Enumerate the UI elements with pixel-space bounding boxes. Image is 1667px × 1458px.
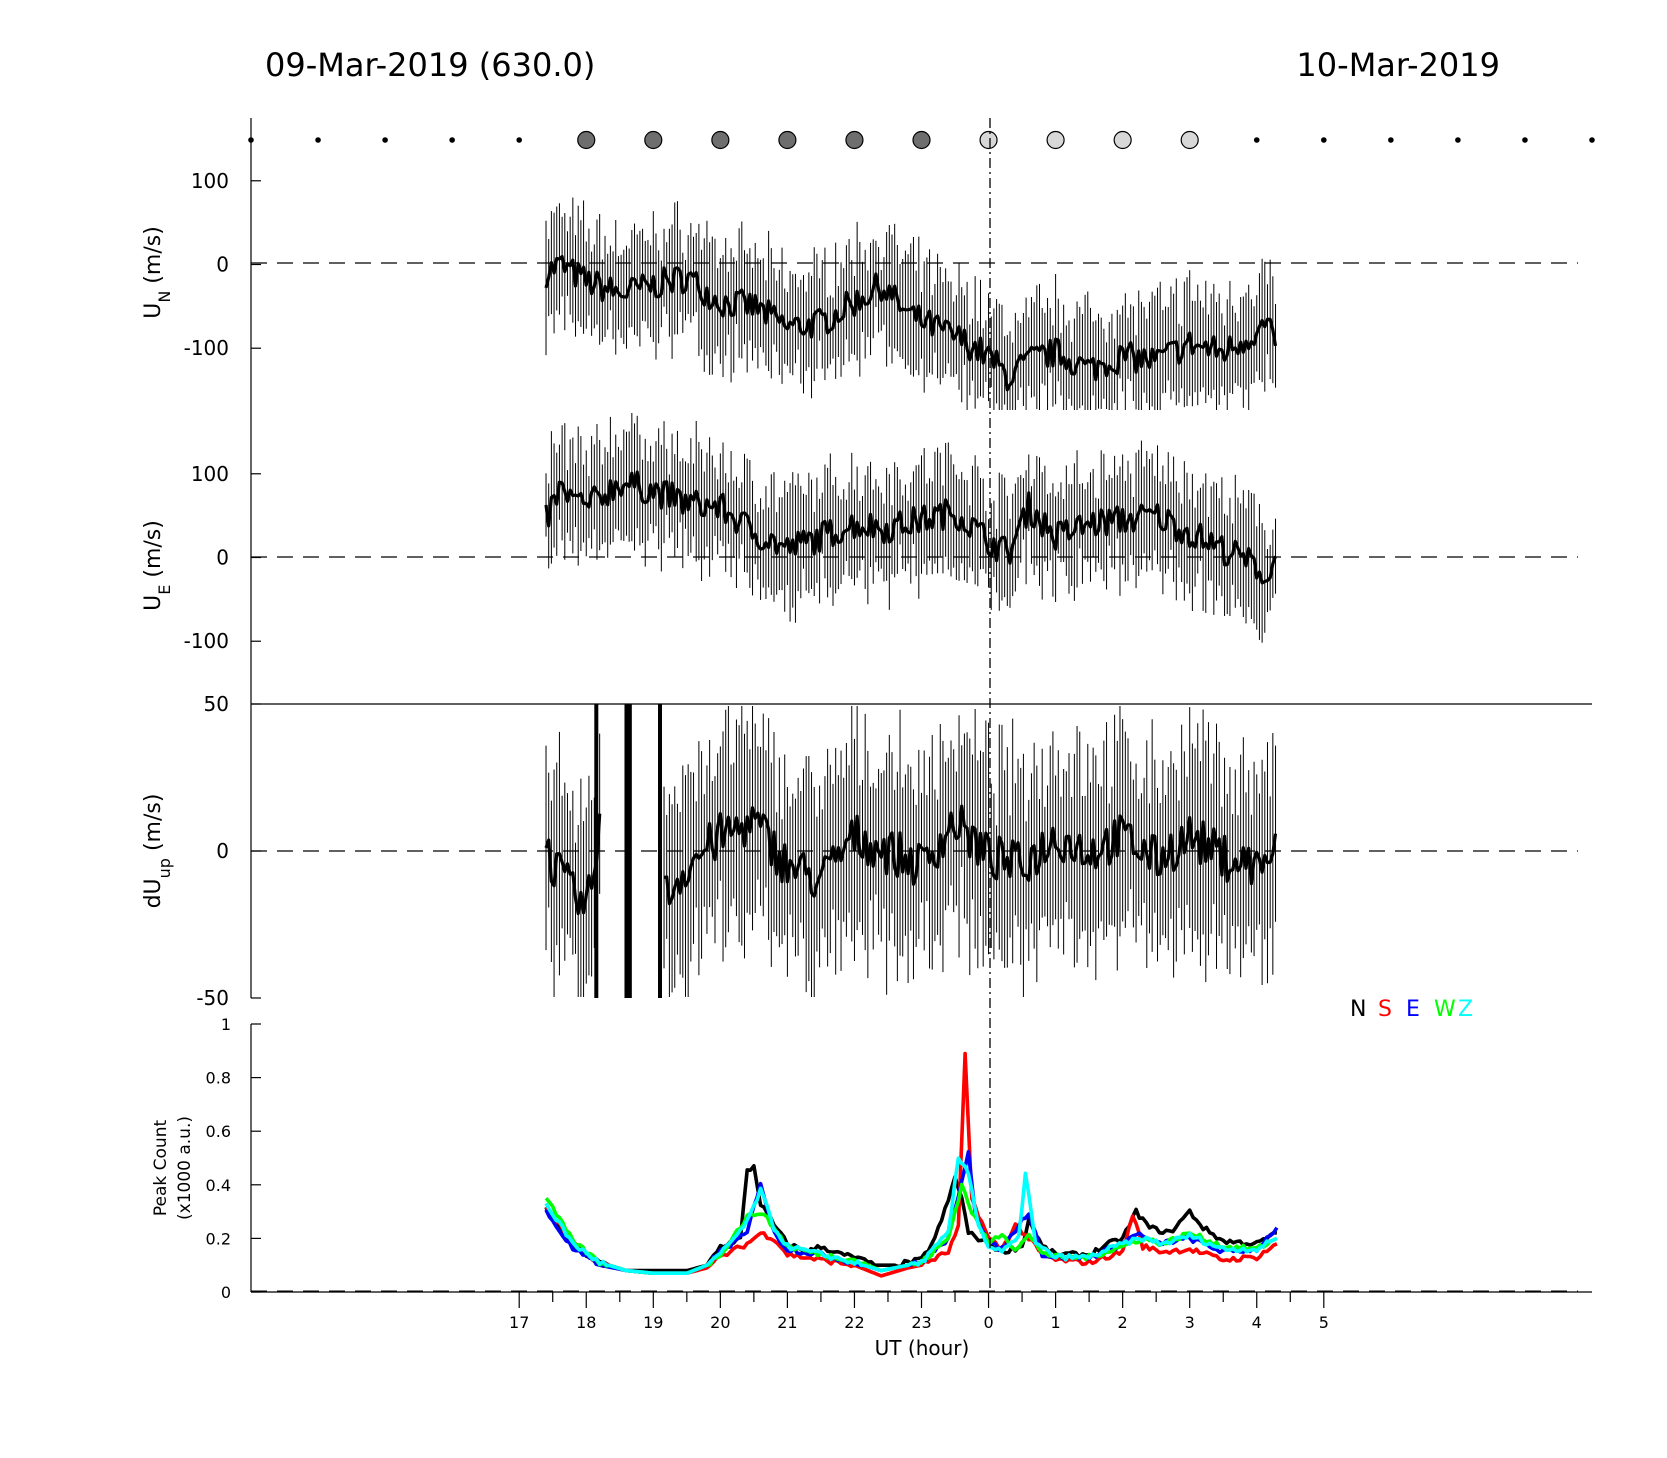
y-tick-label: 0.4: [206, 1176, 231, 1195]
error-bars: [545, 197, 1277, 410]
moon-marker-dot: [1253, 137, 1260, 143]
y-label-unit: (m/s): [141, 520, 166, 584]
y-tick-label: -100: [184, 336, 229, 360]
moon-marker-dot: [382, 137, 388, 143]
series-N: [544, 1164, 1278, 1273]
moon-marker-dot: [1522, 137, 1528, 143]
y-tick-label: 1: [221, 1015, 231, 1034]
y-tick-label: 0.8: [206, 1069, 231, 1088]
moon-marker-dot: [315, 137, 321, 143]
moon-marker-light: [1180, 130, 1199, 150]
moon-marker-light: [979, 130, 998, 150]
y-tick-label: 100: [191, 462, 229, 486]
panel-ue: 100 0 -100 UE (m/s): [141, 411, 1578, 704]
panel-peak-count: 1 0.8 0.6 0.4 0.2 0 Peak Count (x1000 a.u.) 17 18…: [151, 1015, 1592, 1332]
y-tick-label: 100: [191, 169, 229, 193]
y-label-main: U: [141, 303, 166, 319]
title-left: 09-Mar-2019 (630.0): [265, 46, 595, 84]
y-tick-label: -50: [196, 986, 229, 1010]
series-line: [544, 255, 1278, 392]
y-label-sub: N: [155, 291, 174, 303]
moon-marker-light: [1113, 130, 1132, 150]
title-right: 10-Mar-2019: [1296, 46, 1500, 84]
moon-phase-markers: [248, 130, 1595, 150]
moon-marker-dark: [577, 130, 596, 150]
moon-marker-dot: [516, 137, 522, 143]
moon-marker-dot: [1321, 137, 1327, 143]
x-tick-label: 4: [1252, 1313, 1262, 1332]
series-Z: [544, 1156, 1278, 1275]
moon-marker-dot: [1388, 137, 1394, 143]
y-tick-label: 0: [221, 1283, 231, 1302]
y-label-line1: Peak Count: [151, 1120, 171, 1217]
x-tick-label: 19: [643, 1313, 663, 1332]
y-axis-label: dUup (m/s): [141, 794, 174, 909]
legend-N: N: [1350, 997, 1366, 1022]
x-tick-label: 17: [509, 1313, 529, 1332]
y-tick-label: -100: [184, 629, 229, 653]
x-tick-label: 22: [844, 1313, 864, 1332]
series-line: [544, 470, 1278, 585]
y-label-sub: E: [155, 585, 174, 595]
y-label-main: dU: [141, 878, 166, 908]
moon-marker-light: [1046, 130, 1065, 150]
legend-E: E: [1406, 997, 1420, 1022]
legend-W: W: [1434, 997, 1456, 1022]
y-axis-label: UE (m/s): [141, 520, 174, 611]
y-label-main: U: [141, 595, 166, 611]
moon-marker-dark: [711, 130, 730, 150]
y-tick-label: 0.2: [206, 1229, 231, 1248]
x-tick-label: 2: [1118, 1313, 1128, 1332]
series-E: [544, 1150, 1279, 1275]
panel-dup: 50 0 -50 dUup (m/s): [141, 692, 1592, 1010]
x-tick-label: 20: [710, 1313, 730, 1332]
y-tick-label: 0: [216, 253, 229, 277]
x-tick-label: 21: [777, 1313, 797, 1332]
moon-marker-dot: [1455, 137, 1461, 143]
moon-marker-dark: [912, 130, 931, 150]
y-axis-label: UN (m/s): [141, 226, 174, 319]
y-label-line2: (x1000 a.u.): [175, 1116, 195, 1220]
moon-marker-dark: [778, 130, 797, 150]
x-tick-label: 1: [1051, 1313, 1061, 1332]
x-tick-label: 0: [983, 1313, 993, 1332]
moon-marker-dark: [845, 130, 864, 150]
moon-marker-dot: [1589, 137, 1595, 143]
legend-S: S: [1378, 997, 1392, 1022]
x-tick-label: 5: [1319, 1313, 1329, 1332]
panel-un: 100 0 -100 UN (m/s): [141, 118, 1578, 411]
moon-marker-dark: [644, 130, 663, 150]
x-tick-label: 3: [1185, 1313, 1195, 1332]
x-tick-label: 18: [576, 1313, 596, 1332]
y-tick-label: 50: [204, 692, 229, 716]
y-tick-label: 0: [216, 839, 229, 863]
y-tick-label: 0.6: [206, 1122, 231, 1141]
x-axis-label: UT (hour): [875, 1336, 970, 1360]
series-line: [544, 804, 1278, 916]
y-label-unit: (m/s): [141, 226, 166, 290]
y-tick-label: 0: [216, 546, 229, 570]
moon-marker-dot: [449, 137, 455, 143]
x-tick-label: 23: [911, 1313, 931, 1332]
y-label-sub: up: [155, 858, 174, 878]
y-label-unit: (m/s): [141, 794, 166, 858]
legend-Z: Z: [1458, 997, 1473, 1022]
